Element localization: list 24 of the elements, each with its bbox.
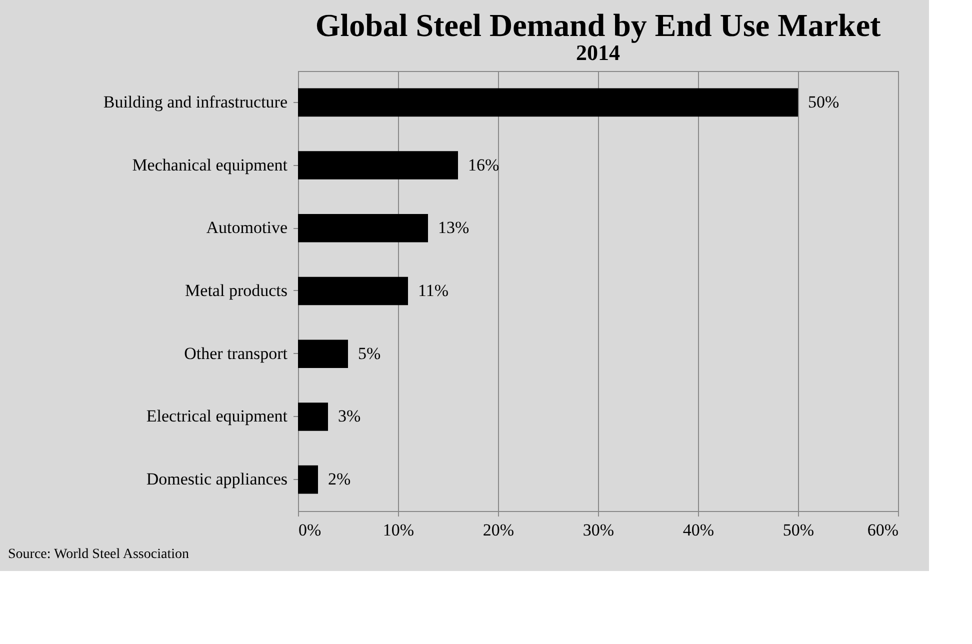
x-tick-label: 60% xyxy=(867,520,898,540)
chart-subtitle: 2014 xyxy=(576,40,620,65)
y-tick-label: Domestic appliances xyxy=(146,470,288,489)
y-tick-label: Metal products xyxy=(185,281,288,300)
y-tick-label: Automotive xyxy=(206,218,288,238)
x-tick-label: 40% xyxy=(682,520,714,540)
x-tick-label: 30% xyxy=(582,520,614,540)
x-tick-label: 50% xyxy=(782,520,814,540)
x-tick-label: 0% xyxy=(298,520,322,540)
data-label: 16% xyxy=(468,155,500,174)
data-label: 13% xyxy=(438,218,470,238)
y-tick-label: Other transport xyxy=(184,344,288,363)
data-label: 50% xyxy=(808,92,840,112)
source-note: Source: World Steel Association xyxy=(8,547,189,562)
y-tick-label: Mechanical equipment xyxy=(132,155,288,174)
data-label: 2% xyxy=(328,470,351,489)
x-tick-label: 20% xyxy=(482,520,514,540)
y-tick-label: Electrical equipment xyxy=(146,406,288,426)
data-label: 11% xyxy=(418,281,449,300)
data-label: 5% xyxy=(358,344,381,363)
data-label: 3% xyxy=(338,406,361,426)
chart-title: Global Steel Demand by End Use Market xyxy=(315,7,882,43)
x-tick-label: 10% xyxy=(382,520,414,540)
y-tick-label: Building and infrastructure xyxy=(103,92,288,112)
